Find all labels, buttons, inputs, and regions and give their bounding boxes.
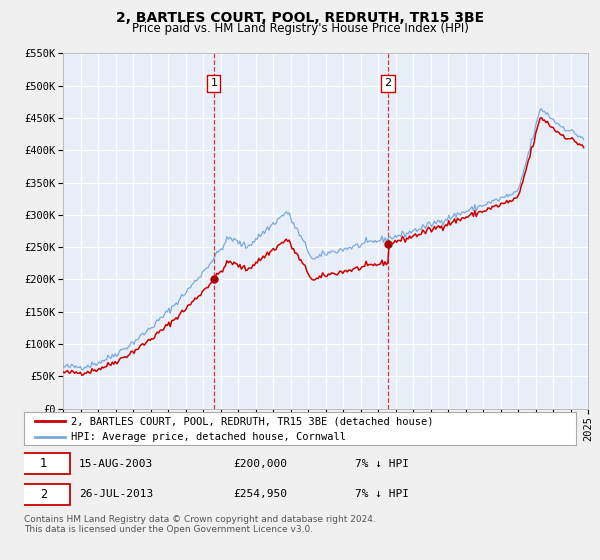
Text: HPI: Average price, detached house, Cornwall: HPI: Average price, detached house, Corn… xyxy=(71,432,346,442)
Text: 1: 1 xyxy=(211,78,217,88)
Text: 26-JUL-2013: 26-JUL-2013 xyxy=(79,489,154,500)
Text: 2, BARTLES COURT, POOL, REDRUTH, TR15 3BE: 2, BARTLES COURT, POOL, REDRUTH, TR15 3B… xyxy=(116,11,484,25)
Text: £254,950: £254,950 xyxy=(234,489,288,500)
Text: This data is licensed under the Open Government Licence v3.0.: This data is licensed under the Open Gov… xyxy=(24,525,313,534)
Text: £200,000: £200,000 xyxy=(234,459,288,469)
Text: Contains HM Land Registry data © Crown copyright and database right 2024.: Contains HM Land Registry data © Crown c… xyxy=(24,515,376,524)
Text: Price paid vs. HM Land Registry's House Price Index (HPI): Price paid vs. HM Land Registry's House … xyxy=(131,22,469,35)
FancyBboxPatch shape xyxy=(17,453,70,474)
Text: 2, BARTLES COURT, POOL, REDRUTH, TR15 3BE (detached house): 2, BARTLES COURT, POOL, REDRUTH, TR15 3B… xyxy=(71,416,433,426)
Text: 2: 2 xyxy=(385,78,392,88)
FancyBboxPatch shape xyxy=(17,484,70,505)
Text: 7% ↓ HPI: 7% ↓ HPI xyxy=(355,489,409,500)
Text: 15-AUG-2003: 15-AUG-2003 xyxy=(79,459,154,469)
Text: 1: 1 xyxy=(40,457,47,470)
Text: 7% ↓ HPI: 7% ↓ HPI xyxy=(355,459,409,469)
Text: 2: 2 xyxy=(40,488,47,501)
